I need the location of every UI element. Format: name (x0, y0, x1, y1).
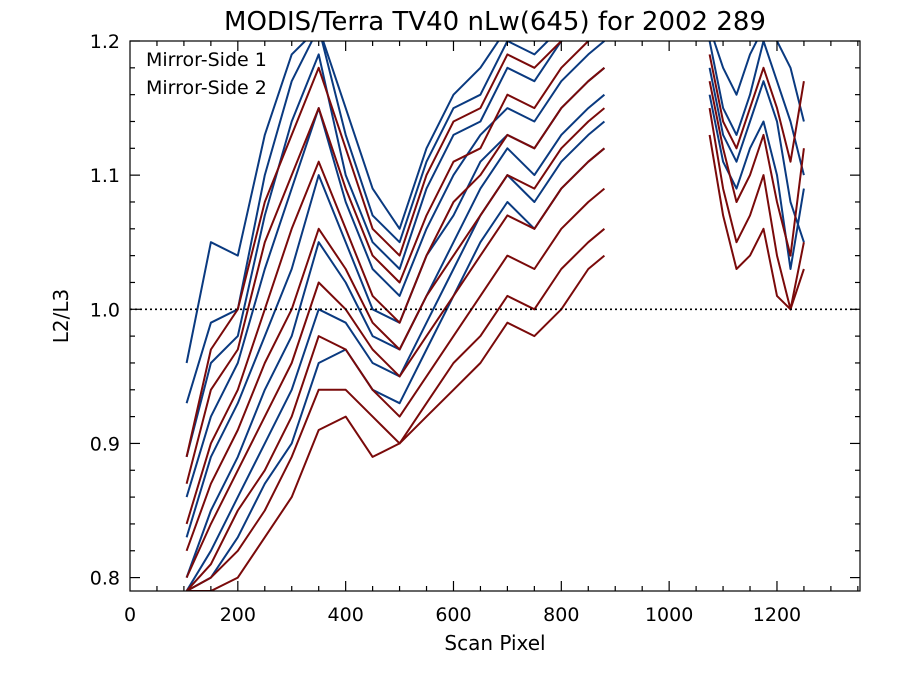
series-line-mirror-side-2-5 (185, 147, 606, 579)
series-line-mirror-side-1-8 (186, 147, 606, 591)
series-line-mirror-side-1-10 (708, 41, 805, 176)
series-line-mirror-side-1-3 (185, 41, 564, 458)
legend-entry-mirror-side-1: Mirror-Side 1 (146, 49, 267, 71)
y-tick-label-1.2: 1.2 (90, 31, 120, 53)
series-line-mirror-side-2-9 (708, 54, 805, 163)
series-line-mirror-side-2-8 (186, 254, 606, 591)
legend-entry-mirror-side-2: Mirror-Side 2 (146, 77, 267, 99)
series-line-mirror-side-2-11 (708, 107, 805, 311)
y-axis-label: L2/L3 (49, 289, 73, 343)
series-line-mirror-side-2-2 (185, 41, 590, 484)
series-line-mirror-side-2-12 (708, 134, 805, 311)
x-tick-label-0: 0 (124, 604, 136, 626)
series-line-mirror-side-1-2 (185, 41, 550, 404)
series-line-mirror-side-1-11 (708, 67, 805, 243)
series-line-mirror-side-2-3 (185, 67, 606, 525)
x-tick-label-1200: 1200 (753, 604, 801, 626)
series-line-mirror-side-2-10 (708, 81, 805, 257)
y-tick-label-0.9: 0.9 (90, 433, 120, 455)
series-line-mirror-side-2-4 (185, 107, 606, 552)
series-line-mirror-side-1-4 (185, 41, 606, 498)
series-line-mirror-side-1-12 (708, 94, 805, 270)
axis-ticks: 0 200 400 600 800 1000 1200 0.8 0.9 1.0 1.1 1.2 (90, 31, 860, 626)
x-tick-label-600: 600 (435, 604, 471, 626)
y-tick-label-0.8: 0.8 (90, 568, 120, 590)
y-tick-label-1.0: 1.0 (90, 299, 120, 321)
series-layer (185, 41, 805, 591)
x-axis-label: Scan Pixel (444, 631, 545, 655)
series-line-mirror-side-2-6 (185, 187, 606, 591)
series-line-mirror-side-1-1 (185, 41, 590, 364)
series-line-mirror-side-1-6 (185, 93, 606, 578)
series-line-mirror-side-2-1 (185, 41, 564, 458)
y-tick-label-1.1: 1.1 (90, 165, 120, 187)
chart-title: MODIS/Terra TV40 nLw(645) for 2002 289 (224, 7, 766, 37)
x-tick-label-400: 400 (328, 604, 364, 626)
x-tick-label-1000: 1000 (645, 604, 693, 626)
x-tick-label-800: 800 (543, 604, 579, 626)
plot-frame (129, 40, 861, 592)
x-tick-label-200: 200 (220, 604, 256, 626)
